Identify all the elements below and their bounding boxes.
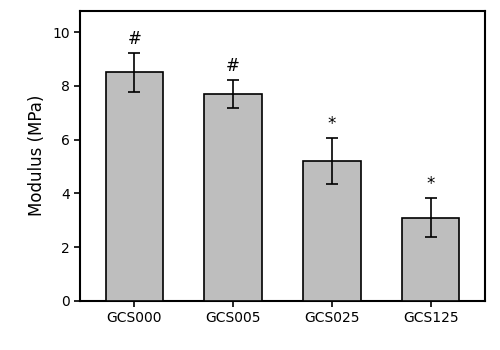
Text: *: *: [328, 116, 336, 133]
Bar: [402, 218, 460, 301]
Bar: [204, 94, 262, 301]
Text: #: #: [128, 30, 141, 48]
Text: *: *: [426, 175, 435, 194]
Bar: [303, 161, 360, 301]
Y-axis label: Modulus (MPa): Modulus (MPa): [28, 95, 46, 216]
Text: #: #: [226, 57, 240, 75]
Bar: [106, 72, 163, 301]
